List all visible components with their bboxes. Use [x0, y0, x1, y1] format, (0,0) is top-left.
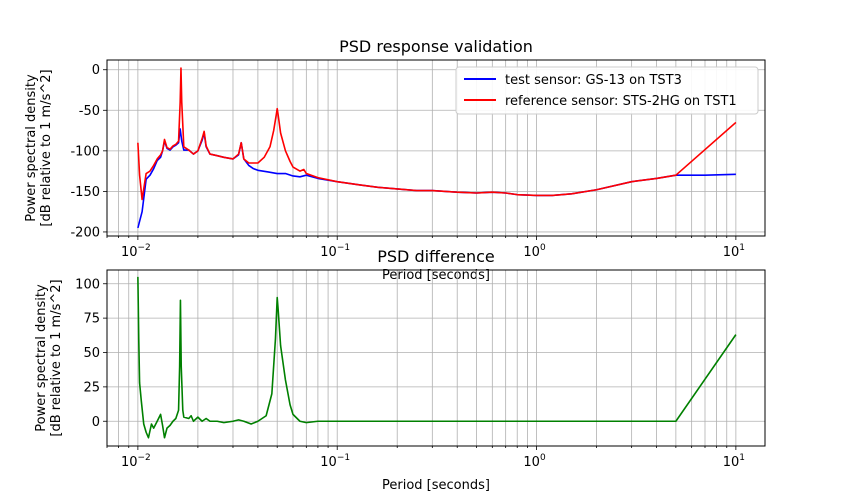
- response-y-axis-label: Power spectral density: [24, 74, 39, 222]
- x-tick-base: 10: [723, 245, 740, 260]
- response-series: [137, 67, 737, 229]
- x-tick-exponent: 0: [540, 453, 546, 463]
- series-line-1: [137, 67, 737, 201]
- response-chart-title: PSD response validation: [339, 37, 533, 56]
- y-tick-label: -50: [79, 104, 100, 119]
- legend: test sensor: GS-13 on TST3 reference sen…: [455, 66, 759, 115]
- x-tick-label: 101: [723, 243, 745, 260]
- x-tick-label: 100: [523, 453, 546, 470]
- difference-x-axis-label: Period [seconds]: [382, 478, 490, 493]
- y-tick-label: -200: [70, 225, 100, 240]
- response-x-axis-label: Period [seconds]: [382, 268, 490, 283]
- response-y-axis-unit: [dB relative to 1 m/s^2]: [39, 69, 54, 226]
- x-tick-label: 10−1: [320, 453, 350, 470]
- x-tick-exponent: −2: [138, 243, 151, 253]
- x-tick-exponent: −1: [337, 243, 350, 253]
- difference-series: [137, 276, 737, 439]
- difference-title-background: [372, 246, 498, 268]
- legend-label-reference-sensor: reference sensor: STS-2HG on TST1: [505, 94, 737, 109]
- y-tick-label: 100: [75, 277, 100, 292]
- x-tick-base: 10: [723, 455, 740, 470]
- y-tick-label: -150: [70, 185, 100, 200]
- x-tick-label: 101: [723, 453, 745, 470]
- x-tick-exponent: −1: [337, 453, 350, 463]
- difference-plot-frame: [106, 269, 766, 447]
- response-plot-frame: [106, 59, 766, 237]
- legend-label-test-sensor: test sensor: GS-13 on TST3: [505, 73, 682, 88]
- y-tick-label: -100: [70, 144, 100, 159]
- difference-y-axis-label: Power spectral density: [34, 284, 49, 432]
- x-tick-label: 100: [523, 243, 546, 260]
- x-tick-label: 10−1: [320, 243, 350, 260]
- legend-box: [455, 66, 759, 115]
- x-tick-label: 10−2: [121, 243, 151, 260]
- x-tick-base: 10: [523, 245, 540, 260]
- x-tick-base: 10: [121, 455, 138, 470]
- y-tick-label: 50: [83, 346, 100, 361]
- y-tick-label: 0: [92, 415, 100, 430]
- difference-chart-title: PSD difference: [377, 247, 495, 266]
- x-tick-base: 10: [320, 245, 337, 260]
- x-tick-exponent: −2: [138, 453, 151, 463]
- x-tick-exponent: 1: [739, 453, 745, 463]
- x-tick-base: 10: [320, 455, 337, 470]
- difference-y-axis-unit: [dB relative to 1 m/s^2]: [49, 279, 64, 436]
- x-tick-base: 10: [121, 245, 138, 260]
- y-tick-label: 75: [83, 312, 100, 327]
- x-tick-exponent: 1: [739, 243, 745, 253]
- response-grid: [106, 60, 765, 236]
- y-tick-label: 25: [83, 380, 100, 395]
- difference-grid: [106, 270, 765, 446]
- x-tick-exponent: 0: [540, 243, 546, 253]
- y-tick-label: 0: [92, 63, 100, 78]
- series-line-0: [137, 276, 737, 439]
- x-tick-label: 10−2: [121, 453, 151, 470]
- x-tick-base: 10: [523, 455, 540, 470]
